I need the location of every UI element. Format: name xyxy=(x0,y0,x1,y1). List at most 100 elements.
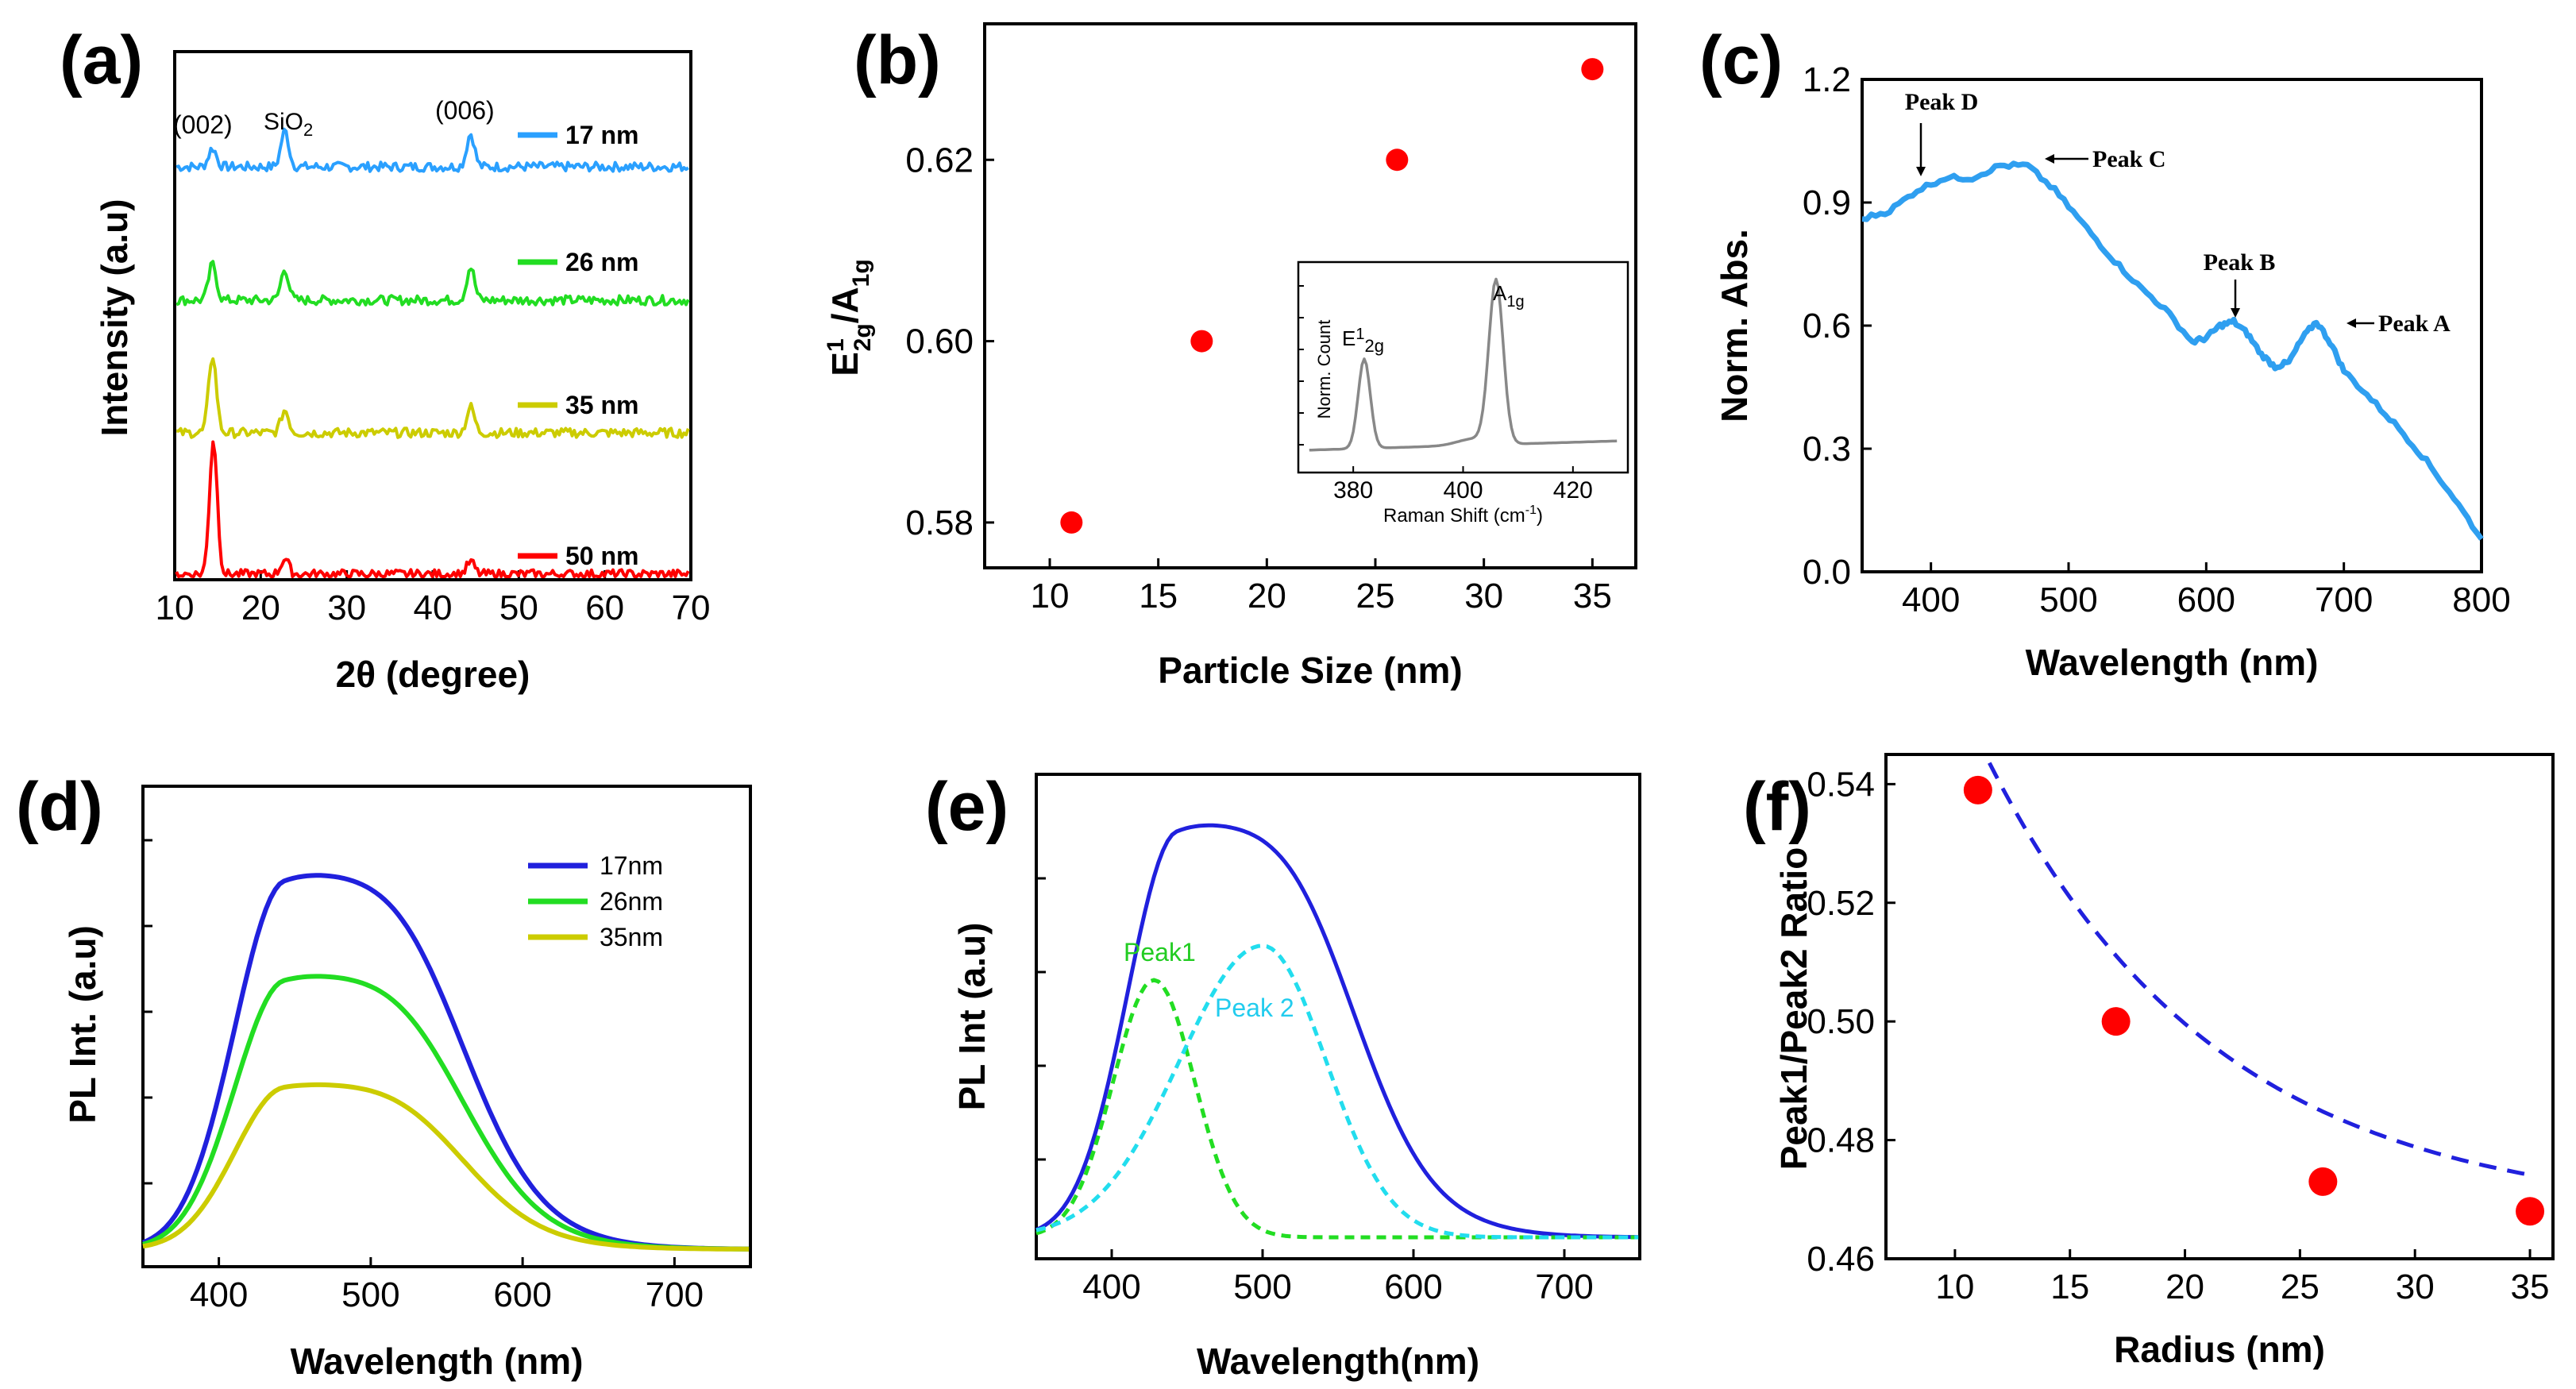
panel-f-ticks: 10 15 20 25 30 35 0.46 0.48 0.50 0.52 0.54 xyxy=(1807,765,2549,1306)
peak-d-arrow-head xyxy=(1916,167,1926,176)
ylabel-b-a: /A xyxy=(824,287,866,323)
b-xtick-label: 10 xyxy=(1031,577,1070,615)
panel-f-xlabel: Radius (nm) xyxy=(2114,1329,2325,1370)
panel-f-frame xyxy=(1884,753,2555,1260)
panel-a-x-ticks: 10 20 30 40 50 60 70 xyxy=(156,570,711,627)
xrd-line-26-nm xyxy=(175,260,690,307)
peak1-label: Peak1 xyxy=(1124,938,1196,967)
peak-c-arrow-head xyxy=(2045,154,2054,164)
pl-line-35nm xyxy=(142,1082,750,1252)
xrd-line-50-nm xyxy=(175,440,690,578)
panel-a-series xyxy=(175,127,690,578)
c-ytick-label: 0.6 xyxy=(1803,307,1851,345)
legend-label-26nm: 26nm xyxy=(600,887,663,916)
f-ytick-label: 0.50 xyxy=(1807,1002,1875,1041)
b-xtick-label: 35 xyxy=(1573,577,1612,615)
a-xtick-label: 60 xyxy=(585,588,624,627)
inset-ylabel: Norm. Count xyxy=(1314,320,1334,419)
panel-d-letter: (d) xyxy=(16,769,103,845)
panel-b-letter: (b) xyxy=(854,22,941,98)
peak2-line xyxy=(1035,943,1639,1240)
c-ytick-label: 0.0 xyxy=(1803,553,1851,592)
panel-e-letter: (e) xyxy=(925,769,1008,845)
f-xtick-label: 20 xyxy=(2165,1267,2204,1306)
pl-line-26nm xyxy=(142,974,750,1252)
f-ytick-label: 0.48 xyxy=(1807,1121,1875,1160)
f-ytick-label: 0.46 xyxy=(1807,1240,1875,1279)
legend-label-35nm: 35nm xyxy=(600,923,663,951)
e-xtick-label: 700 xyxy=(1535,1267,1593,1306)
legend-label-50-nm: 50 nm xyxy=(565,542,638,570)
data-point xyxy=(1581,58,1604,81)
legend-label-17nm: 17nm xyxy=(600,851,663,880)
c-ytick-label: 0.3 xyxy=(1803,430,1851,469)
legend-label-35-nm: 35 nm xyxy=(565,391,638,419)
panel-d-ylabel: PL Int. (a.u) xyxy=(62,925,103,1124)
panel-b-inset: 380 400 420 Raman Shift (cm-1) Norm. Count E1… xyxy=(1297,260,1629,527)
b-ytick-label: 0.60 xyxy=(905,322,974,361)
legend-label-17-nm: 17 nm xyxy=(565,121,638,149)
b-xtick-label: 20 xyxy=(1248,577,1286,615)
c-xtick-label: 600 xyxy=(2177,581,2235,619)
inset-peak-label-a: A1g xyxy=(1493,281,1525,311)
a-xtick-label: 50 xyxy=(499,588,538,627)
f-xtick-label: 15 xyxy=(2050,1267,2089,1306)
peak-c-label: Peak C xyxy=(2092,146,2166,172)
panel-b-ylabel: E12g/A1g xyxy=(823,259,876,376)
panel-f-letter: (f) xyxy=(1743,769,1811,845)
panel-c-ylabel: Norm. Abs. xyxy=(1714,229,1755,422)
data-point xyxy=(2516,1197,2545,1226)
panel-c-annotations: Peak D Peak C Peak B Peak A xyxy=(1905,89,2451,337)
panel-f: (f) 10 15 20 25 30 35 0.46 0.48 0.50 0.52 0.54 Rad… xyxy=(1743,753,2555,1370)
annot-sio2: SiO2 xyxy=(264,109,313,140)
a-xtick-label: 20 xyxy=(241,588,280,627)
c-ytick-label: 1.2 xyxy=(1803,60,1851,99)
a-xtick-label: 30 xyxy=(327,588,366,627)
panel-b-ticks: 10 15 20 25 30 35 0.58 0.60 0.62 xyxy=(905,141,1611,615)
a-xtick-label: 70 xyxy=(672,588,711,627)
c-ytick-label: 0.9 xyxy=(1803,183,1851,222)
panel-f-fit xyxy=(1988,762,2531,1177)
inset-xtick-label: 420 xyxy=(1553,477,1593,504)
c-xtick-label: 800 xyxy=(2452,581,2510,619)
panel-d: (d) 400 500 600 700 17nm 26nm 35nm Wavelength… xyxy=(16,769,752,1382)
panel-d-legend: 17nm 26nm 35nm xyxy=(528,851,663,951)
b-xtick-label: 15 xyxy=(1139,577,1178,615)
c-xtick-label: 700 xyxy=(2315,581,2373,619)
panel-b-points xyxy=(1060,58,1604,534)
a-xtick-label: 10 xyxy=(156,588,195,627)
f-xtick-label: 30 xyxy=(2396,1267,2435,1306)
panel-c-series xyxy=(1861,160,2484,541)
c-xtick-label: 500 xyxy=(2039,581,2097,619)
a-xtick-label: 40 xyxy=(414,588,453,627)
f-xtick-label: 25 xyxy=(2281,1267,2320,1306)
xrd-line-35-nm xyxy=(176,357,690,439)
panel-a-legend: 17 nm 26 nm 35 nm 50 nm xyxy=(518,121,638,570)
data-point xyxy=(1963,775,1992,804)
panel-e: (e) 400 500 600 700 Peak1 Peak 2 Wavelength… xyxy=(925,769,1641,1382)
inset-xlabel: Raman Shift (cm-1) xyxy=(1383,504,1543,527)
peak2-label: Peak 2 xyxy=(1215,994,1294,1022)
inset-xtick-label: 400 xyxy=(1443,477,1483,504)
panel-d-series xyxy=(141,873,750,1252)
panel-b-frame xyxy=(983,22,1637,569)
panel-a-xlabel: 2θ (degree) xyxy=(336,654,530,695)
f-ytick-label: 0.52 xyxy=(1807,884,1875,923)
data-point xyxy=(2308,1167,2338,1196)
panel-c-xlabel: Wavelength (nm) xyxy=(2026,642,2319,683)
peak-d-label: Peak D xyxy=(1905,89,1979,115)
b-xtick-label: 25 xyxy=(1356,577,1395,615)
panel-f-points xyxy=(1963,775,2545,1226)
inset-xtick-label: 380 xyxy=(1333,477,1373,504)
peak1-line xyxy=(1035,978,1639,1240)
panel-b: (b) 10 15 20 25 30 35 0.58 0.60 0.62 380 400 420 Ra… xyxy=(823,22,1637,691)
d-xtick-label: 400 xyxy=(190,1275,248,1314)
peak-a-label: Peak A xyxy=(2378,311,2451,337)
f-xtick-label: 35 xyxy=(2511,1267,2550,1306)
annot-002: (002) xyxy=(173,110,233,139)
inset-peak-label-e: E12g xyxy=(1342,326,1384,356)
panel-c-letter: (c) xyxy=(1699,22,1783,98)
panel-b-xlabel: Particle Size (nm) xyxy=(1158,650,1462,691)
